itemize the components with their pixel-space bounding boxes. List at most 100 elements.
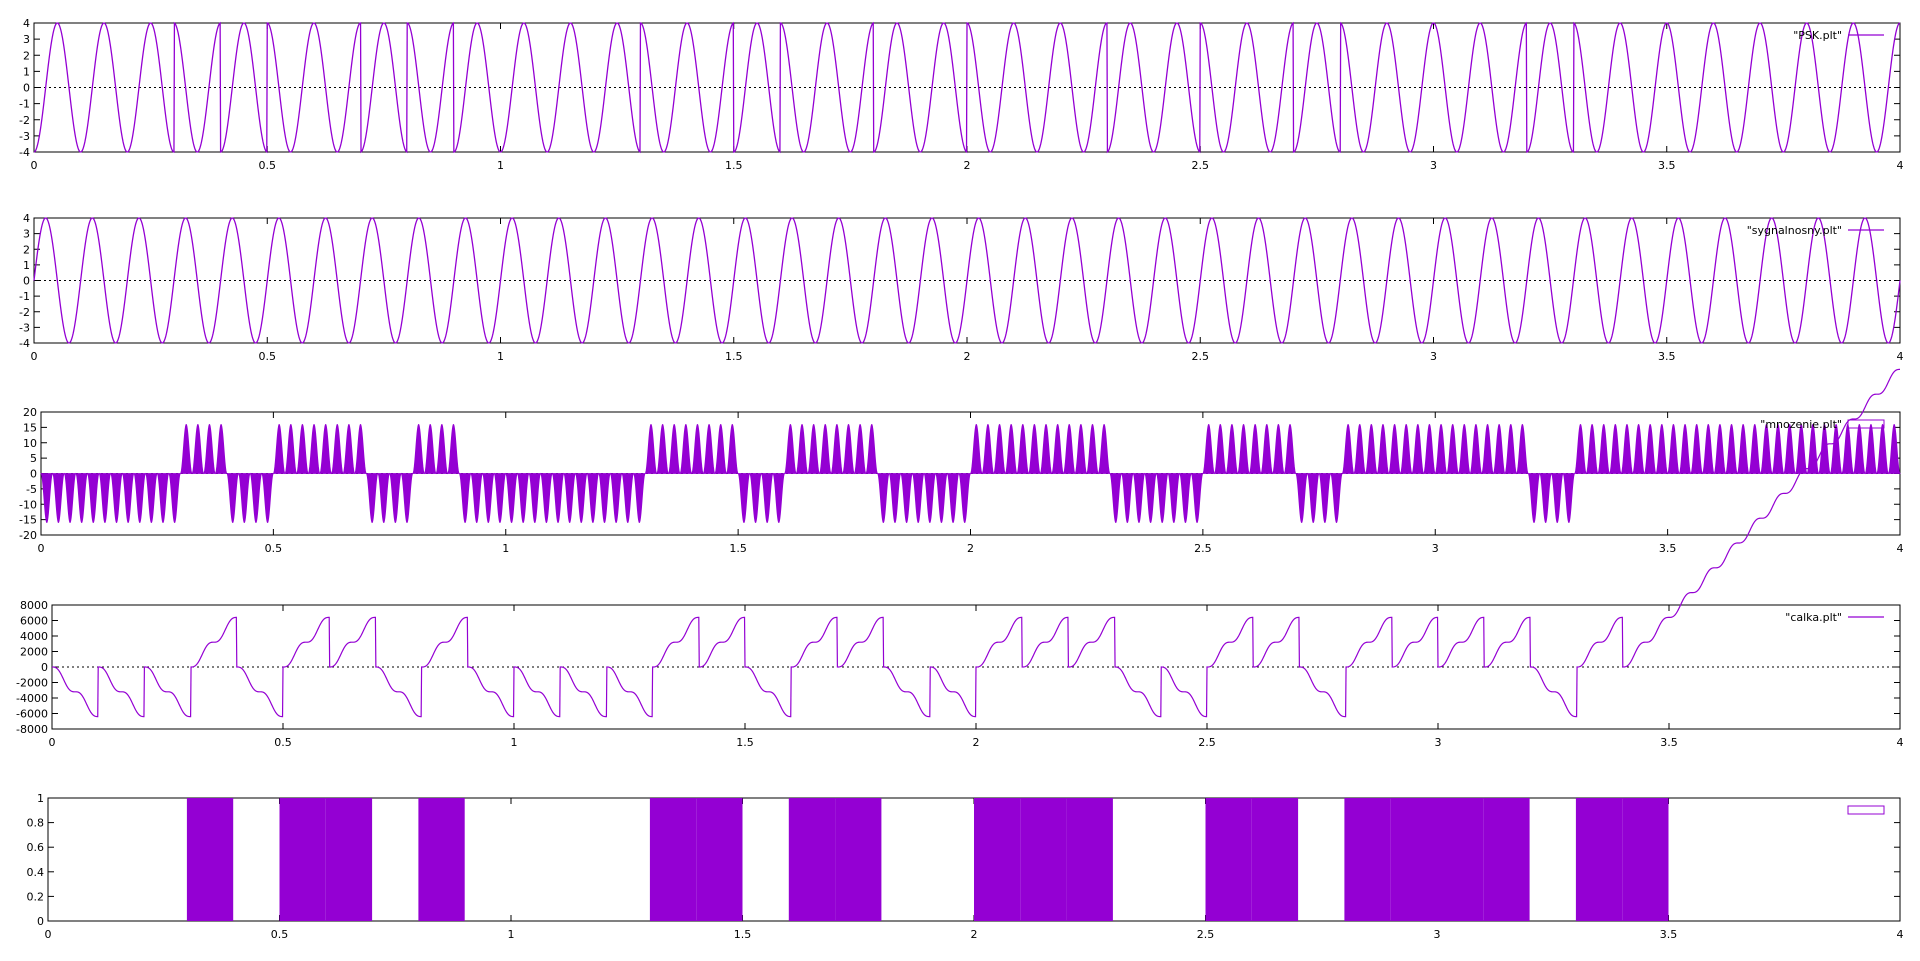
y-tick-label: 0.4: [27, 866, 45, 879]
x-tick-label: 3: [1434, 928, 1441, 941]
y-tick-label: -1: [19, 98, 30, 111]
x-tick-label: 4: [1897, 350, 1904, 363]
y-tick-label: -1: [19, 290, 30, 303]
x-tick-label: 1.5: [736, 736, 754, 749]
x-tick-label: 0: [31, 159, 38, 172]
bit-bar: [1251, 798, 1299, 921]
y-tick-label: 10: [23, 437, 37, 450]
bit-bar: [186, 798, 234, 921]
x-tick-label: 0.5: [259, 350, 277, 363]
y-tick-label: -2: [19, 306, 30, 319]
series-line: [33, 21, 1901, 154]
y-tick-label: -2000: [16, 677, 48, 690]
y-tick-label: -2: [19, 114, 30, 127]
y-tick-label: 2000: [20, 646, 48, 659]
x-tick-label: 0.5: [274, 736, 292, 749]
x-tick-label: 1: [497, 159, 504, 172]
y-tick-label: 2: [23, 243, 30, 256]
bit-bar: [1390, 798, 1437, 921]
y-tick-label: 0.6: [27, 841, 45, 854]
y-tick-label: 0.8: [27, 817, 45, 830]
y-tick-label: 8000: [20, 599, 48, 612]
x-tick-label: 3.5: [1658, 350, 1676, 363]
x-tick-label: 1: [497, 350, 504, 363]
y-tick-label: 0: [23, 82, 30, 95]
y-tick-label: -6000: [16, 708, 48, 721]
bit-bar: [1066, 798, 1113, 921]
x-tick-label: 3: [1430, 350, 1437, 363]
x-tick-label: 3.5: [1658, 159, 1676, 172]
y-tick-label: 0: [23, 275, 30, 288]
x-tick-label: 4: [1897, 736, 1904, 749]
legend-swatch: [1847, 419, 1885, 429]
x-tick-label: 1: [511, 736, 518, 749]
x-tick-label: 1.5: [734, 928, 752, 941]
x-tick-label: 4: [1897, 928, 1904, 941]
x-tick-label: 0.5: [259, 159, 277, 172]
y-tick-label: -20: [19, 529, 37, 542]
y-tick-label: -4: [19, 337, 30, 350]
bit-bar: [1622, 798, 1669, 921]
x-tick-label: 1.5: [729, 542, 747, 555]
y-tick-label: 0: [30, 468, 37, 481]
x-tick-label: 3.5: [1659, 542, 1677, 555]
series-line: [33, 217, 1901, 344]
y-tick-label: -3: [19, 130, 30, 143]
x-tick-label: 2.5: [1197, 928, 1215, 941]
y-tick-label: 1: [23, 259, 30, 272]
x-tick-label: 2: [973, 736, 980, 749]
bit-bar: [1020, 798, 1067, 921]
bit-bar: [325, 798, 373, 921]
y-tick-label: 0: [37, 915, 44, 928]
bit-bar: [279, 798, 326, 921]
x-tick-label: 0: [49, 736, 56, 749]
x-tick-label: 2: [971, 928, 978, 941]
legend-swatch: [1847, 805, 1885, 815]
y-tick-label: -10: [19, 498, 37, 511]
x-tick-label: 3.5: [1660, 736, 1678, 749]
y-tick-label: -3: [19, 321, 30, 334]
y-tick-label: 5: [30, 452, 37, 465]
y-tick-label: 0.2: [27, 890, 45, 903]
bit-bar: [1575, 798, 1623, 921]
bit-bar: [418, 798, 465, 921]
x-tick-label: 4: [1897, 542, 1904, 555]
x-tick-label: 2.5: [1198, 736, 1216, 749]
x-tick-label: 2: [964, 159, 971, 172]
bit-bar: [1205, 798, 1252, 921]
y-tick-label: 2: [23, 49, 30, 62]
y-tick-label: -5: [26, 483, 37, 496]
y-tick-label: 4: [23, 212, 30, 225]
x-tick-label: 3: [1430, 159, 1437, 172]
x-tick-label: 0: [45, 928, 52, 941]
bit-bar: [1437, 798, 1484, 921]
y-tick-label: -15: [19, 514, 37, 527]
y-tick-label: 1: [23, 65, 30, 78]
legend-label: "sygnalnosny.plt": [1747, 224, 1842, 237]
x-tick-label: 2: [964, 350, 971, 363]
y-tick-label: -4000: [16, 692, 48, 705]
x-tick-label: 3.5: [1660, 928, 1678, 941]
bit-bar: [649, 798, 697, 921]
x-tick-label: 3: [1435, 736, 1442, 749]
y-tick-label: 6000: [20, 615, 48, 628]
x-tick-label: 3: [1432, 542, 1439, 555]
y-tick-label: 3: [23, 228, 30, 241]
y-tick-label: 1: [37, 792, 44, 805]
bit-bar: [1344, 798, 1391, 921]
x-tick-label: 0: [31, 350, 38, 363]
x-tick-label: 0: [38, 542, 45, 555]
x-tick-label: 2.5: [1194, 542, 1212, 555]
y-tick-label: 3: [23, 33, 30, 46]
x-tick-label: 1: [502, 542, 509, 555]
legend-label: "PSK.plt": [1793, 29, 1842, 42]
legend-label: "calka.plt": [1785, 611, 1842, 624]
x-tick-label: 0.5: [265, 542, 283, 555]
y-tick-label: -4: [19, 146, 30, 159]
y-tick-label: 4: [23, 17, 30, 30]
